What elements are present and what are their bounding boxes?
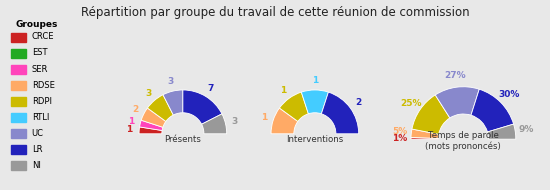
Wedge shape bbox=[183, 90, 222, 124]
Bar bbox=[12, 49, 26, 58]
Text: UC: UC bbox=[32, 129, 43, 138]
Text: EST: EST bbox=[32, 48, 47, 58]
Wedge shape bbox=[412, 95, 450, 134]
Text: LR: LR bbox=[32, 145, 42, 154]
Wedge shape bbox=[271, 108, 298, 134]
Text: Groupes: Groupes bbox=[15, 20, 58, 29]
Text: 1: 1 bbox=[261, 113, 267, 122]
Bar bbox=[12, 145, 26, 154]
Text: RDPI: RDPI bbox=[32, 97, 52, 106]
Text: Temps de parole
(mots prononcés): Temps de parole (mots prononcés) bbox=[426, 131, 501, 151]
Text: 1: 1 bbox=[128, 117, 134, 126]
Wedge shape bbox=[471, 89, 514, 132]
Wedge shape bbox=[279, 92, 309, 121]
Text: 2: 2 bbox=[355, 98, 361, 107]
Bar bbox=[12, 65, 26, 74]
Wedge shape bbox=[202, 114, 227, 134]
Text: 27%: 27% bbox=[444, 71, 466, 80]
Text: 9%: 9% bbox=[519, 125, 535, 134]
Text: 1: 1 bbox=[126, 125, 133, 134]
Text: 5%: 5% bbox=[392, 127, 408, 136]
Text: 7: 7 bbox=[208, 84, 214, 93]
Bar bbox=[12, 113, 26, 122]
Text: 3: 3 bbox=[167, 77, 173, 86]
Wedge shape bbox=[411, 129, 439, 138]
Wedge shape bbox=[321, 92, 359, 134]
Bar bbox=[12, 129, 26, 138]
Wedge shape bbox=[435, 87, 479, 118]
Wedge shape bbox=[487, 124, 516, 139]
Bar bbox=[12, 161, 26, 170]
Wedge shape bbox=[141, 108, 166, 127]
Wedge shape bbox=[301, 90, 328, 114]
Text: RTLI: RTLI bbox=[32, 113, 49, 122]
Bar bbox=[12, 97, 26, 106]
Wedge shape bbox=[140, 120, 163, 131]
Text: NI: NI bbox=[32, 161, 41, 170]
Wedge shape bbox=[411, 138, 438, 139]
Bar bbox=[12, 33, 26, 42]
Text: Interventions: Interventions bbox=[286, 135, 344, 144]
Text: CRCE: CRCE bbox=[32, 32, 54, 41]
Wedge shape bbox=[139, 127, 162, 134]
Text: 2: 2 bbox=[132, 105, 139, 114]
Wedge shape bbox=[147, 95, 173, 121]
Text: SER: SER bbox=[32, 65, 48, 74]
Text: 30%: 30% bbox=[498, 90, 520, 99]
Text: 1: 1 bbox=[312, 76, 318, 85]
Wedge shape bbox=[163, 90, 183, 115]
Text: 1%: 1% bbox=[392, 134, 407, 143]
Text: 3: 3 bbox=[232, 117, 238, 126]
Text: Répartition par groupe du travail de cette réunion de commission: Répartition par groupe du travail de cet… bbox=[81, 6, 469, 19]
Text: 25%: 25% bbox=[400, 99, 421, 108]
Bar bbox=[12, 81, 26, 90]
Text: 3: 3 bbox=[145, 89, 151, 98]
Text: 1: 1 bbox=[280, 86, 287, 95]
Text: RDSE: RDSE bbox=[32, 81, 54, 90]
Text: Présents: Présents bbox=[164, 135, 201, 144]
